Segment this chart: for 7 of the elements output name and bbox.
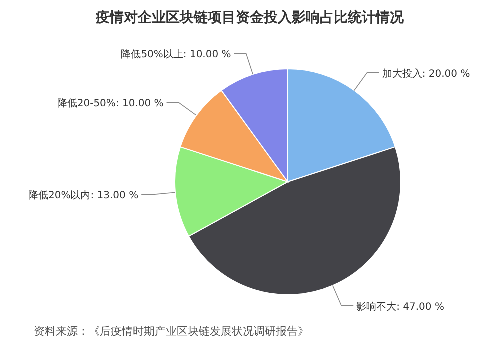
- slice-label: 降低50%以上: 10.00 %: [121, 48, 232, 61]
- slice-label: 加大投入: 20.00 %: [382, 68, 470, 80]
- text: 资料来源：《后疫情时期产业区块链发展状况调研报告》: [34, 325, 309, 338]
- slice-label: 降低20-50%: 10.00 %: [57, 98, 164, 110]
- slice-label: 影响不大: 47.00 %: [356, 300, 444, 313]
- slice-label: 降低20%以内: 13.00 %: [28, 190, 139, 202]
- chart-title: 疫情对企业区块链项目资金投入影响占比统计情况: [95, 9, 405, 26]
